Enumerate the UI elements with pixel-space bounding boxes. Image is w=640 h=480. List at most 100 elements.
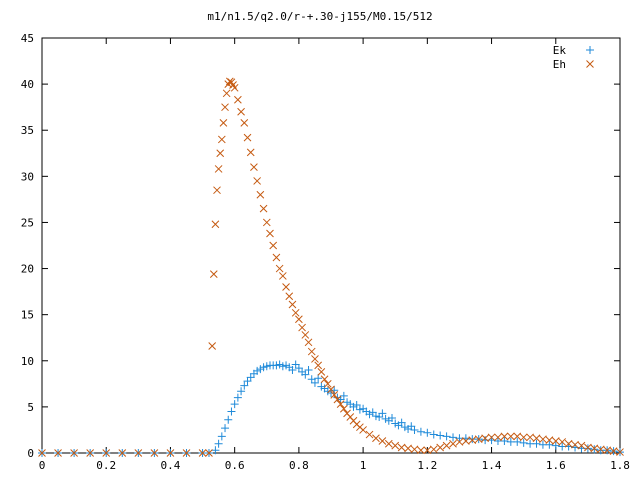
data-point-eh bbox=[539, 435, 547, 444]
data-point-ek bbox=[243, 377, 252, 386]
data-point-eh bbox=[333, 395, 342, 404]
data-point-eh bbox=[307, 347, 316, 356]
data-point-eh bbox=[481, 434, 489, 443]
data-point-eh bbox=[240, 118, 249, 127]
data-point-eh bbox=[404, 444, 412, 453]
legend-marker-ek bbox=[586, 46, 594, 54]
data-point-eh bbox=[410, 445, 419, 454]
series-ek bbox=[38, 360, 624, 457]
data-point-ek bbox=[288, 366, 297, 374]
data-point-eh bbox=[285, 292, 294, 301]
data-point-eh bbox=[208, 342, 217, 350]
data-point-eh bbox=[558, 438, 567, 446]
x-tick-label: 1 bbox=[360, 459, 367, 472]
data-point-eh bbox=[384, 439, 393, 448]
data-point-eh bbox=[487, 433, 496, 442]
data-point-ek bbox=[256, 365, 265, 374]
data-point-eh bbox=[278, 272, 287, 280]
data-point-eh bbox=[259, 204, 268, 213]
data-point-eh bbox=[216, 149, 225, 158]
data-point-eh bbox=[449, 439, 457, 448]
data-point-eh bbox=[455, 438, 464, 446]
data-point-eh bbox=[150, 449, 159, 457]
data-point-eh bbox=[272, 253, 281, 262]
data-point-eh bbox=[134, 449, 143, 457]
data-point-eh bbox=[423, 446, 432, 455]
x-tick-label: 1.6 bbox=[546, 459, 566, 472]
data-point-eh bbox=[86, 449, 95, 457]
data-point-ek bbox=[545, 440, 554, 449]
legend-marker-eh bbox=[586, 60, 594, 68]
data-point-eh bbox=[526, 433, 534, 442]
y-tick-label: 35 bbox=[21, 124, 34, 137]
data-point-ek bbox=[211, 446, 220, 455]
data-point-eh bbox=[222, 89, 231, 98]
data-point-ek bbox=[291, 360, 300, 369]
data-point-eh bbox=[209, 270, 218, 278]
data-point-eh bbox=[378, 437, 387, 445]
data-point-eh bbox=[468, 436, 477, 444]
x-tick-label: 0.8 bbox=[289, 459, 309, 472]
data-point-ek bbox=[317, 382, 326, 391]
data-point-eh bbox=[436, 443, 445, 452]
y-tick-label: 30 bbox=[21, 170, 34, 183]
data-point-ek bbox=[343, 398, 352, 407]
data-point-eh bbox=[590, 444, 599, 453]
y-tick-label: 0 bbox=[27, 447, 34, 460]
data-point-eh bbox=[237, 107, 245, 116]
x-tick-label: 1.8 bbox=[610, 459, 630, 472]
data-point-ek bbox=[423, 428, 432, 437]
data-point-eh bbox=[70, 449, 78, 457]
data-point-eh bbox=[442, 441, 451, 450]
y-tick-label: 15 bbox=[21, 309, 34, 322]
data-point-eh bbox=[571, 440, 579, 449]
data-point-eh bbox=[288, 300, 297, 309]
legend-label-eh: Eh bbox=[553, 58, 566, 71]
data-point-ek bbox=[551, 441, 560, 450]
data-point-ek bbox=[429, 430, 438, 439]
series-layer bbox=[38, 77, 624, 457]
data-point-eh bbox=[474, 435, 483, 444]
data-point-ek bbox=[262, 362, 271, 371]
data-point-ek bbox=[307, 375, 316, 384]
data-point-eh bbox=[429, 445, 438, 454]
data-point-ek bbox=[519, 438, 528, 447]
data-point-ek bbox=[532, 439, 541, 448]
data-point-eh bbox=[198, 449, 207, 457]
data-point-ek bbox=[301, 370, 310, 379]
data-point-eh bbox=[221, 103, 229, 112]
data-point-eh bbox=[391, 441, 400, 450]
data-point-eh bbox=[213, 186, 221, 195]
x-tick-label: 0 bbox=[39, 459, 46, 472]
data-point-eh bbox=[54, 449, 62, 457]
data-point-eh bbox=[320, 375, 329, 384]
data-point-eh bbox=[323, 379, 332, 388]
data-point-eh bbox=[532, 434, 541, 443]
data-point-eh bbox=[327, 385, 335, 394]
data-point-ek bbox=[371, 412, 380, 421]
data-point-eh bbox=[365, 430, 374, 439]
y-tick-label: 10 bbox=[21, 355, 34, 368]
data-point-ek bbox=[224, 415, 233, 424]
data-point-ek bbox=[368, 408, 377, 417]
data-point-eh bbox=[217, 135, 226, 144]
data-point-ek bbox=[217, 432, 226, 441]
data-point-ek bbox=[416, 427, 425, 436]
data-point-ek bbox=[500, 437, 509, 446]
data-point-eh bbox=[596, 445, 605, 454]
data-point-eh bbox=[205, 449, 213, 457]
data-point-eh bbox=[551, 437, 560, 445]
data-point-ek bbox=[391, 419, 400, 428]
data-point-ek bbox=[442, 432, 451, 441]
data-point-eh bbox=[282, 283, 290, 291]
y-tick-label: 20 bbox=[21, 263, 34, 276]
data-point-ek bbox=[513, 437, 522, 446]
data-point-ek bbox=[388, 413, 397, 422]
data-point-eh bbox=[616, 448, 624, 456]
data-point-eh bbox=[359, 426, 367, 434]
data-point-ek bbox=[221, 424, 230, 433]
data-point-eh bbox=[166, 449, 175, 457]
data-point-eh bbox=[38, 449, 46, 457]
